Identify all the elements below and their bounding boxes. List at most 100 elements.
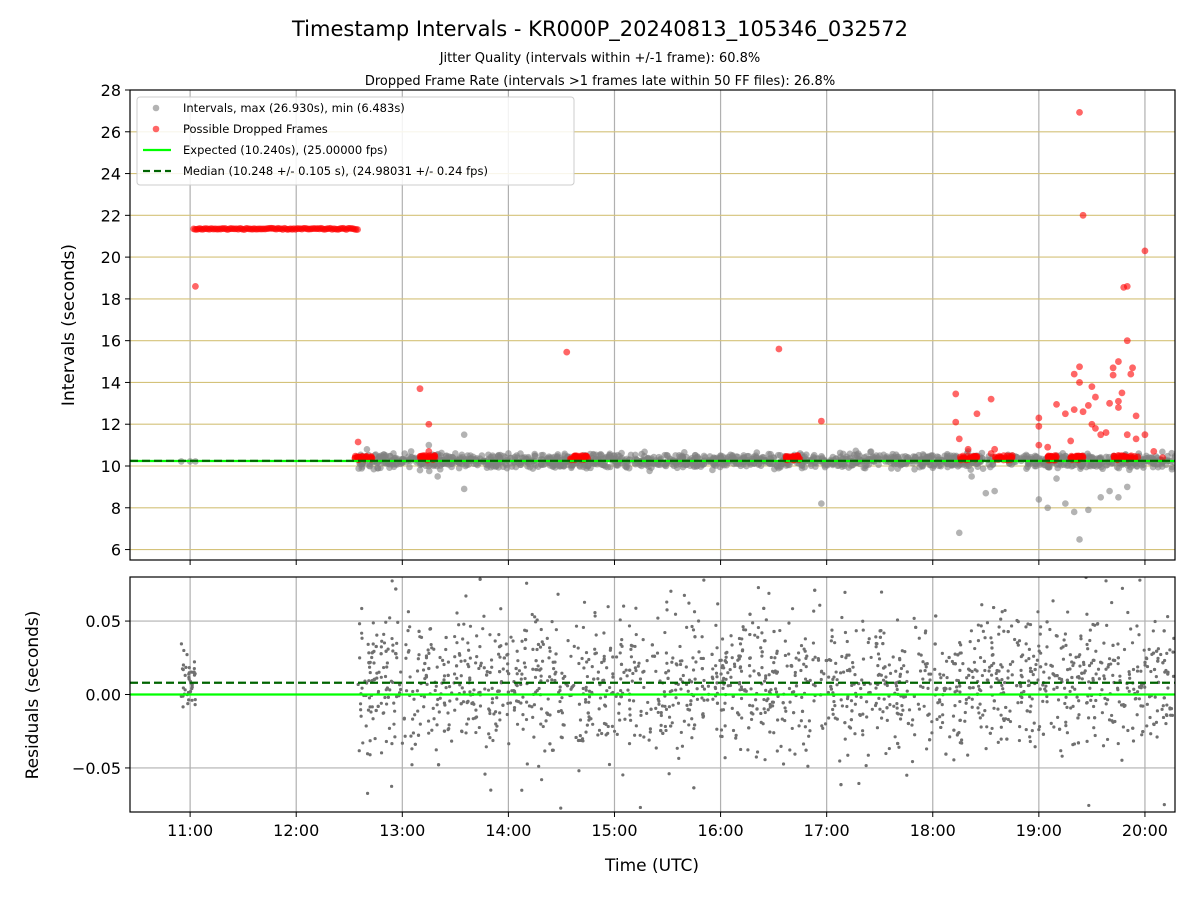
residual-point (779, 744, 783, 749)
residual-point (1072, 823, 1075, 826)
interval-point (416, 466, 424, 474)
dropped-frame-point (563, 348, 571, 356)
residual-point (478, 704, 483, 708)
residual-point (1019, 700, 1024, 704)
residual-point (488, 736, 492, 740)
residual-point (371, 650, 375, 654)
dropped-frame-point (1131, 453, 1139, 460)
interval-point (358, 463, 366, 470)
residual-point (783, 706, 787, 710)
residual-point (887, 746, 891, 751)
residual-point (1168, 707, 1172, 711)
residual-point (487, 707, 491, 711)
residual-point (383, 695, 387, 700)
residual-point (760, 666, 764, 670)
residual-point (696, 619, 701, 623)
dropped-frame-point (1076, 379, 1083, 386)
residual-point (393, 735, 397, 739)
residual-point (771, 704, 775, 708)
residual-point (875, 726, 880, 730)
residual-point (548, 675, 552, 679)
residual-point (404, 643, 408, 647)
residual-point (1002, 718, 1006, 723)
residual-point (1009, 624, 1014, 628)
residual-point (416, 709, 420, 713)
residual-point (642, 685, 646, 690)
residual-point (407, 648, 411, 653)
residual-point (1054, 634, 1058, 638)
residual-point (917, 707, 922, 711)
residual-point (689, 680, 694, 684)
residual-point (539, 707, 544, 711)
residual-point (800, 695, 804, 699)
residual-point (952, 728, 956, 732)
residual-point (764, 618, 768, 622)
residual-point (382, 641, 387, 645)
residual-point (366, 708, 371, 712)
residual-point (1110, 713, 1114, 718)
residual-point (479, 664, 483, 668)
residual-point (400, 741, 404, 745)
residual-point (534, 659, 538, 663)
residual-point (619, 688, 623, 693)
interval-point (503, 464, 511, 472)
residual-point (763, 710, 767, 715)
residual-point (654, 669, 658, 673)
residual-point (1105, 737, 1110, 742)
residual-point (929, 672, 933, 676)
residual-point (912, 694, 916, 699)
residual-point (918, 669, 923, 673)
top-y-tick-label-7: 20 (101, 248, 121, 267)
residual-point (690, 624, 694, 629)
interval-point (406, 463, 413, 471)
residual-point (895, 706, 899, 710)
residual-point (1111, 643, 1115, 647)
interval-point (407, 448, 415, 455)
residual-point (907, 708, 912, 712)
residual-point (1008, 709, 1012, 713)
interval-point (436, 465, 444, 473)
residual-point (634, 669, 638, 673)
residual-point (938, 700, 942, 704)
interval-point (982, 489, 990, 497)
residual-point (843, 630, 848, 635)
residual-point (543, 749, 547, 753)
residual-point (760, 631, 764, 635)
residual-point (829, 687, 833, 691)
residual-point (1109, 662, 1113, 666)
dropped-frame-point (1127, 370, 1135, 378)
residual-point (895, 618, 900, 622)
residual-point (1045, 694, 1049, 699)
residual-point (479, 661, 483, 665)
residual-point (1153, 695, 1157, 699)
residual-point (1055, 673, 1059, 678)
residual-point (663, 724, 667, 729)
residual-point (896, 741, 900, 746)
residual-point (459, 674, 463, 678)
residual-point (762, 697, 766, 702)
residual-point (692, 786, 696, 790)
residual-point (816, 657, 820, 661)
residual-point (659, 728, 663, 733)
interval-point (740, 452, 747, 459)
residual-point (942, 688, 947, 693)
residual-point (357, 622, 362, 626)
residual-point (545, 636, 549, 640)
residual-point (772, 629, 776, 634)
residual-point (773, 687, 778, 691)
residual-point (498, 655, 502, 659)
residual-point (390, 579, 394, 583)
residual-point (1016, 701, 1020, 705)
residual-point (690, 736, 694, 740)
residual-point (1000, 610, 1004, 614)
top-y-axis-label: Intervals (seconds) (59, 244, 79, 406)
residual-point (388, 616, 392, 620)
residual-point (368, 670, 372, 675)
residual-point (924, 665, 928, 669)
top-y-tick-label-5: 16 (101, 332, 121, 351)
residual-point (706, 684, 711, 688)
residual-point (1151, 651, 1156, 655)
residual-point (933, 667, 937, 671)
residual-point (454, 664, 459, 668)
